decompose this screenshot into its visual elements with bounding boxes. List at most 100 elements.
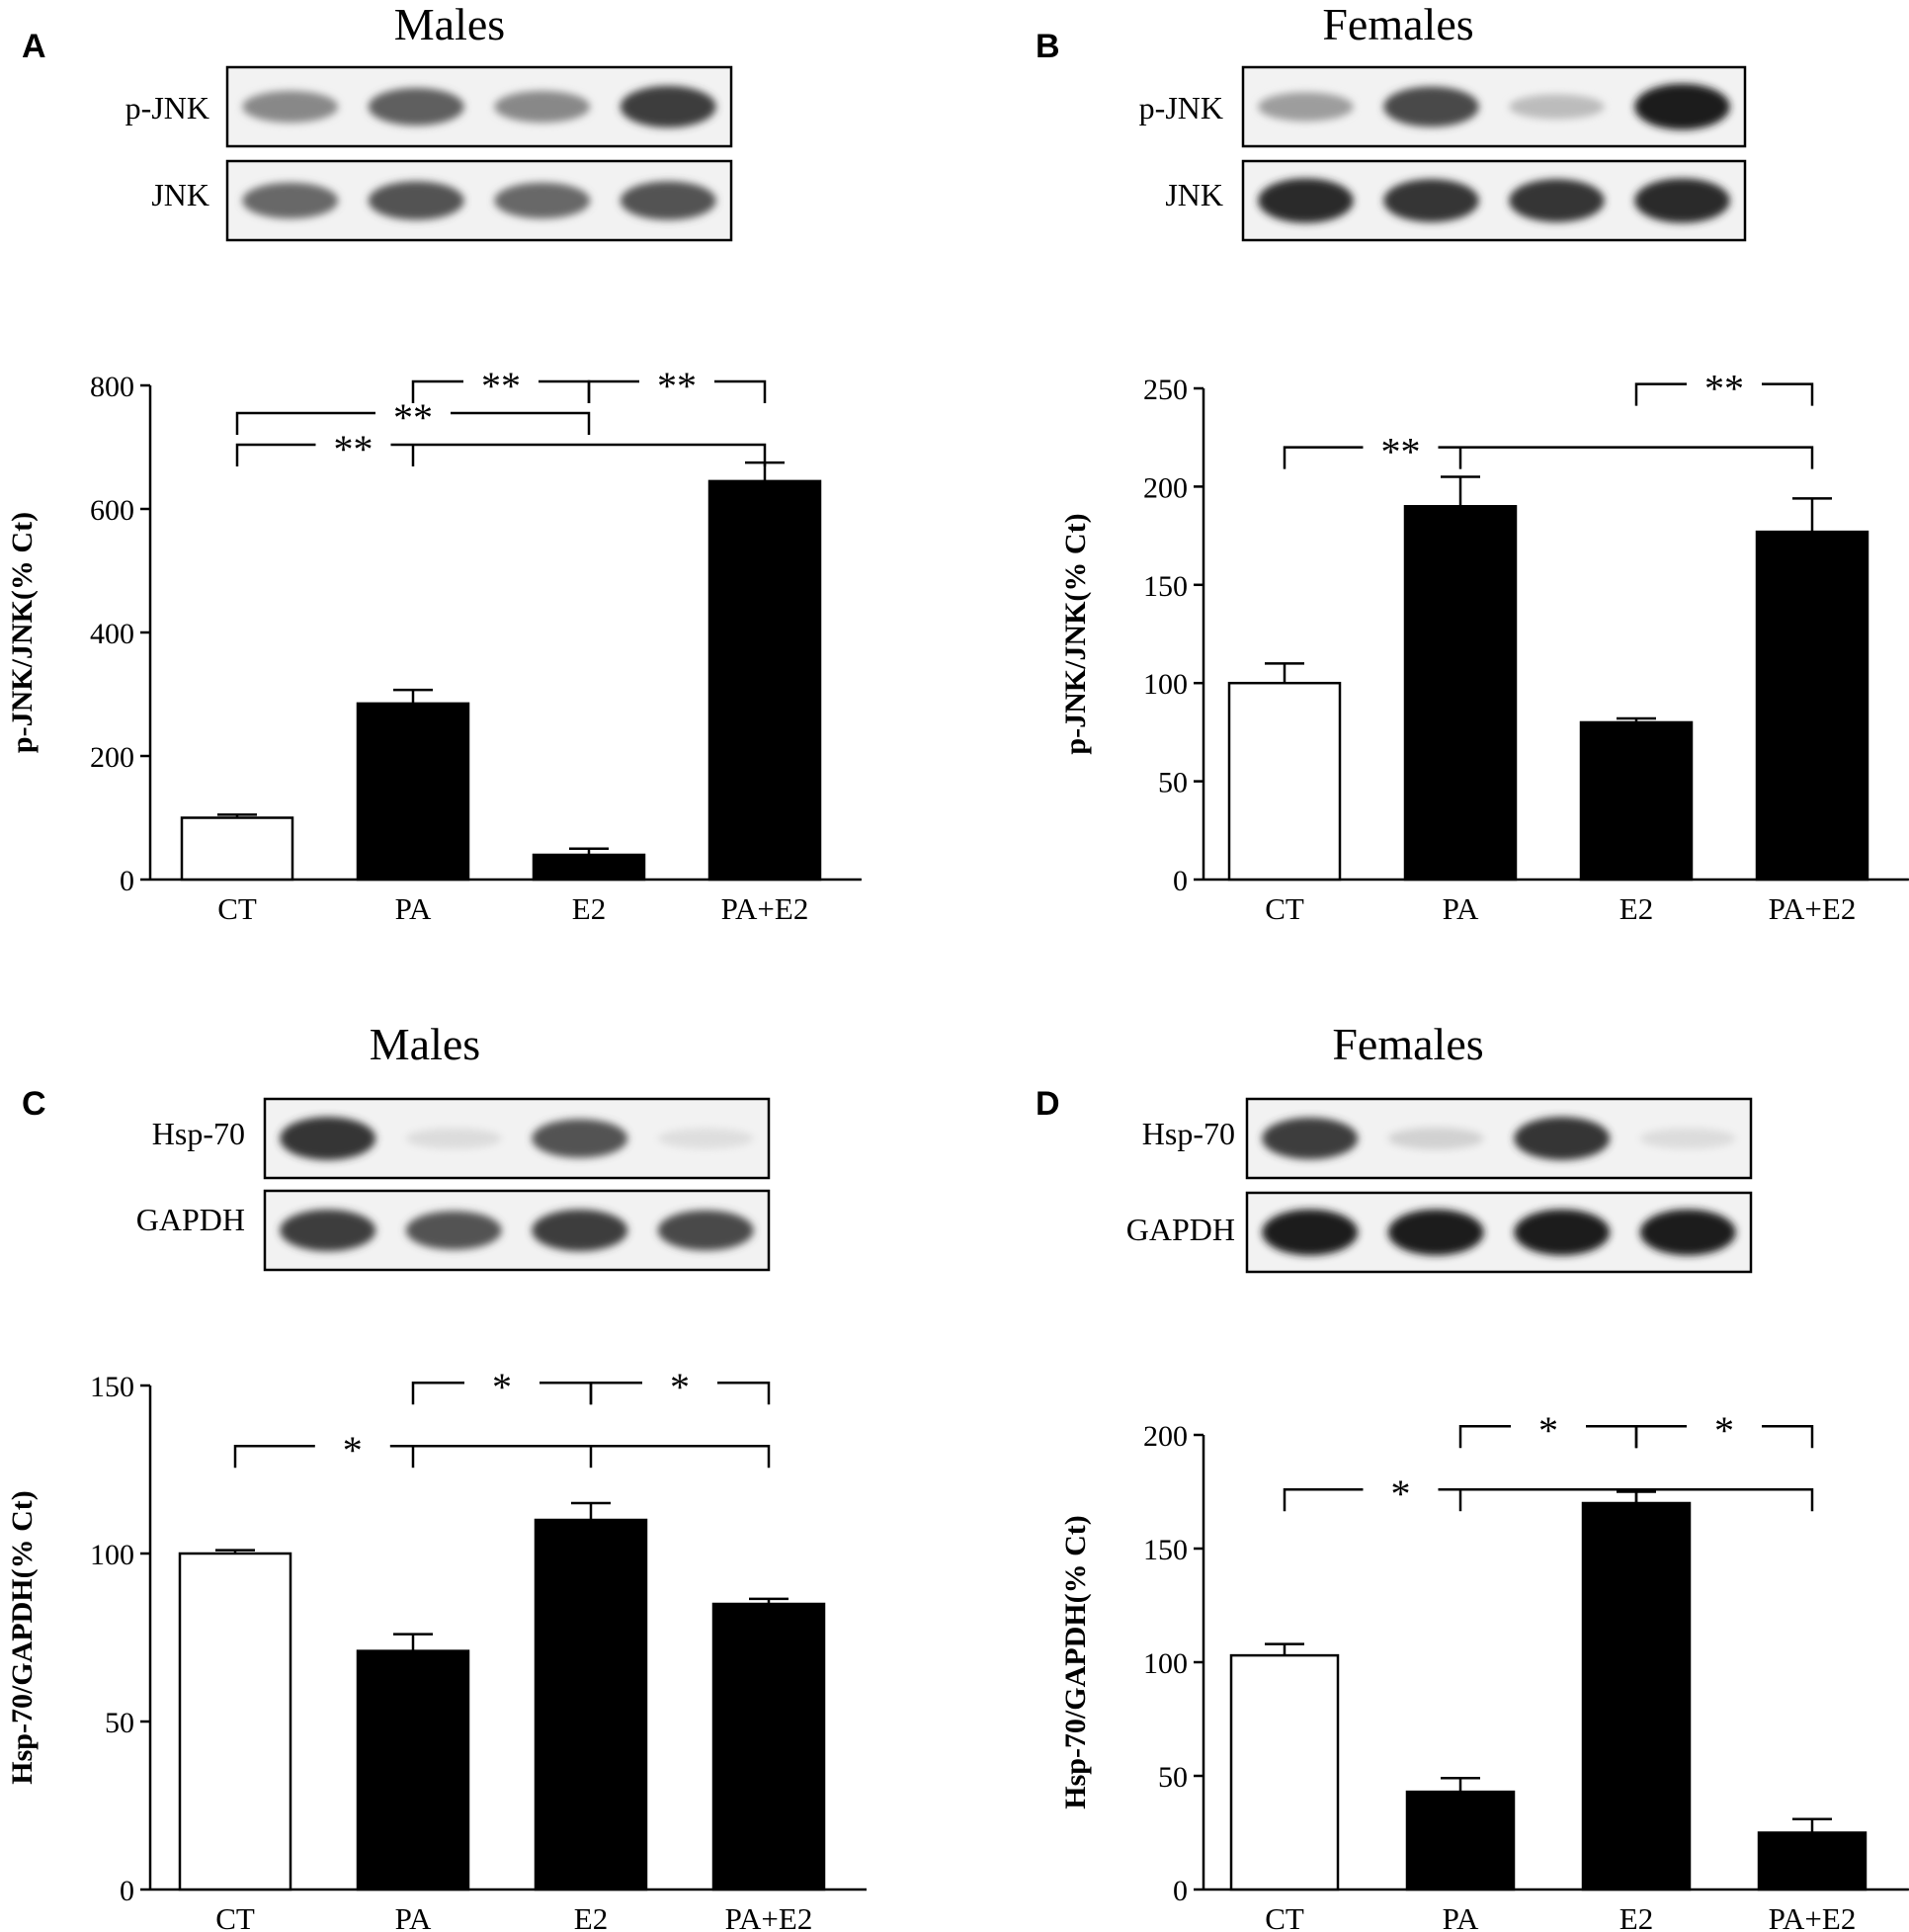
- blot-band: [1634, 178, 1730, 223]
- x-tick-label: PA+E2: [1769, 891, 1857, 926]
- bracket-label-bg: [315, 431, 391, 459]
- bracket-label-bg: [1687, 370, 1762, 398]
- bracket-label-bg: [464, 1369, 540, 1397]
- y-axis-label: p-JNK/JNK(% Ct): [1059, 513, 1092, 754]
- blot-band: [368, 181, 464, 220]
- bar: [1757, 1831, 1868, 1891]
- x-tick-label: E2: [1619, 891, 1653, 926]
- bracket-label-bg: [375, 399, 451, 427]
- bracket-label-bg: [314, 1432, 390, 1461]
- bar: [1581, 1501, 1692, 1891]
- y-tick-label: 50: [1158, 1761, 1188, 1794]
- blot-row-label: Hsp-70: [1142, 1116, 1235, 1151]
- blot-band: [368, 88, 464, 126]
- panel-letter: C: [22, 1085, 46, 1123]
- y-tick-label: 50: [1158, 767, 1188, 799]
- blot-band: [1262, 1209, 1359, 1256]
- y-tick-label: 200: [1143, 1420, 1188, 1453]
- y-tick-label: 0: [120, 1875, 134, 1907]
- panel-letter: A: [22, 28, 46, 65]
- x-tick-label: PA+E2: [1769, 1901, 1857, 1932]
- significance-label: **: [657, 364, 697, 408]
- bracket-line: [1283, 1487, 1814, 1512]
- bracket-line: [233, 1444, 771, 1469]
- bracket-label-bg: [639, 368, 714, 395]
- y-tick-label: 200: [1143, 471, 1188, 504]
- blot-band: [405, 1211, 502, 1250]
- y-axis-label: Hsp-70/GAPDH(% Ct): [6, 1490, 39, 1784]
- x-tick-label: PA: [1443, 1901, 1479, 1932]
- y-tick-label: 250: [1143, 374, 1188, 406]
- significance-label: *: [670, 1365, 690, 1409]
- significance-bracket: *: [411, 1365, 593, 1409]
- blot-title: Males: [370, 1019, 480, 1069]
- x-tick-label: CT: [1265, 891, 1304, 926]
- blot-band: [532, 1119, 628, 1158]
- bar-chart: 0 50 100 150 200 Hsp-70/GAPDH(% Ct) CT PA E2 PA+E…: [1059, 1408, 1909, 1932]
- blot-band: [1514, 1117, 1611, 1160]
- bar: [356, 1649, 470, 1891]
- significance-bracket: **: [1283, 430, 1814, 474]
- blot-band: [1639, 1128, 1736, 1149]
- bar: [1755, 530, 1869, 882]
- blot-band: [280, 1117, 376, 1160]
- bar: [1403, 505, 1518, 882]
- x-tick-label: CT: [215, 1901, 255, 1932]
- blot-band: [620, 181, 716, 220]
- bracket-label-bg: [1511, 1412, 1586, 1441]
- bar: [1579, 720, 1694, 882]
- blot-title: Males: [394, 0, 505, 49]
- significance-label: *: [1390, 1471, 1410, 1516]
- y-tick-label: 100: [1143, 1647, 1188, 1680]
- blot-band: [1509, 94, 1605, 120]
- blot-row-label: p-JNK: [125, 90, 209, 126]
- significance-bracket: **: [587, 364, 767, 408]
- significance-label: **: [1704, 367, 1744, 411]
- blot-band: [1514, 1209, 1611, 1256]
- y-axis-label: Hsp-70/GAPDH(% Ct): [1059, 1515, 1092, 1808]
- x-tick-label: PA: [395, 891, 432, 926]
- panel-b: B Females p-JNK JNK 0 50 100 150 200 250 p-JNK/JNK…: [1036, 0, 1909, 926]
- bar: [1229, 1653, 1340, 1891]
- panel-c: C Males Hsp-70 GAPDH 0 50 100 150 Hsp-70/GAPDH(%…: [6, 1019, 867, 1932]
- bar: [532, 853, 646, 882]
- x-tick-label: PA: [395, 1901, 432, 1932]
- bracket-label-bg: [642, 1369, 717, 1397]
- blot-band: [1634, 83, 1730, 130]
- blot-band: [1639, 1209, 1736, 1256]
- significance-label: *: [343, 1428, 363, 1472]
- y-tick-label: 0: [120, 865, 134, 897]
- blot-band: [657, 1210, 754, 1251]
- y-tick-label: 200: [90, 741, 134, 774]
- y-tick-label: 100: [90, 1539, 134, 1571]
- blot-band: [1387, 1209, 1484, 1256]
- y-tick-label: 0: [1173, 865, 1188, 897]
- significance-label: *: [492, 1365, 512, 1409]
- y-tick-label: 150: [1143, 570, 1188, 603]
- bracket-label-bg: [1363, 1475, 1439, 1504]
- y-tick-label: 150: [1143, 1534, 1188, 1566]
- blot-band: [1262, 1117, 1359, 1160]
- x-tick-label: CT: [217, 891, 257, 926]
- blot-band: [657, 1128, 754, 1149]
- x-tick-label: PA: [1443, 891, 1479, 926]
- panel-d: D Females Hsp-70 GAPDH 0 50 100 150 200 Hsp-70/GA…: [1036, 1019, 1909, 1932]
- blot-title: Females: [1322, 0, 1473, 49]
- bar: [180, 816, 294, 882]
- significance-label: *: [1714, 1408, 1734, 1453]
- blot-row-label: GAPDH: [1126, 1212, 1235, 1247]
- y-tick-label: 50: [105, 1707, 134, 1739]
- blot-band: [532, 1209, 628, 1252]
- x-tick-label: E2: [572, 891, 606, 926]
- blot-band: [1258, 178, 1354, 223]
- y-tick-label: 150: [90, 1371, 134, 1403]
- bracket-line: [1283, 446, 1814, 469]
- bar: [1227, 681, 1342, 882]
- bar: [707, 479, 822, 882]
- blot-row-label: JNK: [151, 177, 209, 212]
- blot-band: [242, 182, 339, 219]
- y-tick-label: 800: [90, 371, 134, 403]
- blot-band: [620, 85, 716, 128]
- blot-band: [405, 1128, 502, 1149]
